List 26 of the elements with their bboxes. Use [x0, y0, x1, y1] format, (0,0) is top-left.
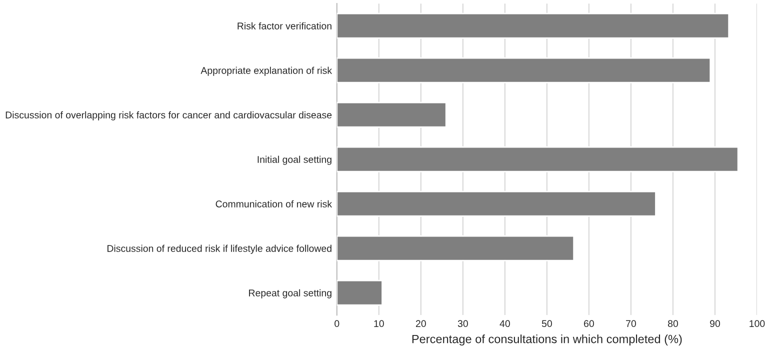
y-tick-label: Discussion of reduced risk if lifestyle advice followed — [107, 244, 332, 254]
x-tick-label: 100 — [750, 320, 765, 328]
bar — [336, 57, 712, 84]
x-tick-label: 40 — [500, 320, 510, 328]
bar — [336, 102, 447, 128]
bar — [336, 235, 575, 262]
bar — [336, 146, 739, 172]
y-tick-label: Risk factor verification — [238, 22, 332, 30]
x-tick-label: 70 — [626, 320, 636, 328]
x-tick-label: 30 — [458, 320, 468, 328]
y-tick-label: Repeat goal setting — [249, 289, 332, 298]
x-axis-title: Percentage of consultations in which completed (%) — [412, 334, 682, 346]
x-tick-label: 10 — [374, 320, 384, 328]
y-tick-label: Appropriate explanation of risk — [200, 66, 332, 76]
x-tick-label: 0 — [334, 320, 340, 328]
bar — [336, 12, 730, 39]
x-tick-label: 60 — [584, 320, 594, 328]
x-tick-label: 50 — [542, 320, 552, 328]
y-tick-label: Communication of new risk — [216, 200, 332, 208]
bar — [336, 190, 656, 217]
y-tick-label: Initial goal setting — [258, 156, 332, 165]
x-tick-label: 20 — [416, 320, 426, 328]
x-tick-label: 80 — [668, 320, 678, 328]
y-tick-label: Discussion of overlapping risk factors for cancer and cardiovacsular disease — [6, 111, 332, 120]
bar — [336, 280, 383, 306]
x-tick-label: 90 — [710, 320, 720, 328]
